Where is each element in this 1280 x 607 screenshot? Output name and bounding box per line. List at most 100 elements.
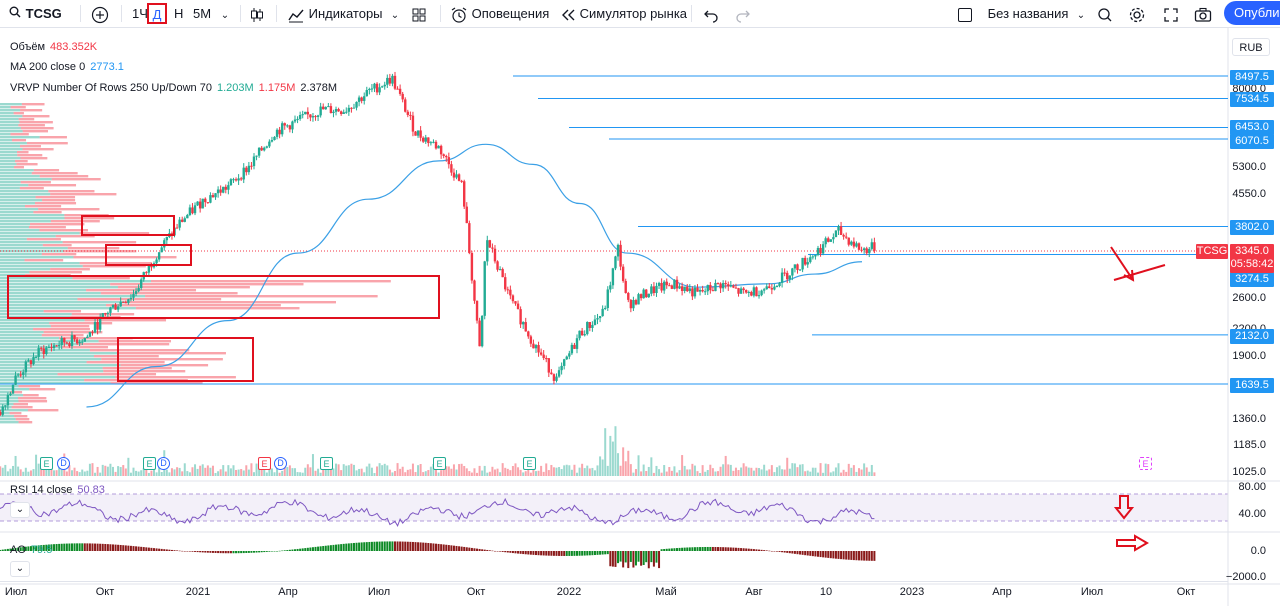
dividend-marker[interactable]: D (57, 457, 70, 470)
interval-week[interactable]: Н (174, 6, 184, 21)
earnings-marker[interactable]: E (143, 457, 156, 470)
snapshot-button[interactable] (1194, 0, 1212, 27)
candle-body (42, 348, 45, 355)
ao-bar (35, 545, 38, 551)
level-price-tag[interactable]: 2132.0 (1230, 329, 1274, 344)
annotation-box[interactable] (117, 337, 254, 382)
volume-bar (711, 468, 714, 476)
candle-body (273, 136, 276, 141)
layouts-button[interactable] (411, 0, 427, 27)
volume-bar (22, 471, 25, 476)
fullscreen-button[interactable] (1163, 0, 1179, 27)
volume-bar (670, 470, 673, 476)
candle-body (745, 290, 748, 293)
ao-bar (468, 547, 471, 551)
ao-bar (37, 545, 40, 551)
candle-body (37, 347, 40, 357)
legend-volume[interactable]: Объём 483.352K (10, 41, 97, 53)
level-price-tag[interactable]: 8497.5 (1230, 70, 1274, 85)
ao-bar (119, 544, 122, 551)
redo-button[interactable] (735, 0, 751, 27)
chart-type-button[interactable] (248, 0, 266, 27)
replay-label: Симулятор рынка (579, 6, 688, 21)
ao-bar (699, 547, 702, 551)
time-axis[interactable] (0, 581, 1228, 607)
ao-bar (63, 543, 66, 551)
annotation-box[interactable] (7, 275, 440, 319)
currency-button[interactable]: RUB (1232, 38, 1270, 56)
candle-body (365, 90, 368, 97)
annotation-arrow[interactable] (1113, 264, 1166, 281)
profile-row-down (14, 415, 28, 418)
quick-search-button[interactable] (1096, 0, 1114, 27)
indicators-button[interactable]: Индикаторы (287, 0, 383, 27)
volume-bar (393, 471, 396, 476)
volume-bar (673, 466, 676, 476)
ao-bar (129, 545, 132, 551)
interval-dropdown[interactable]: ⌄ (216, 0, 234, 27)
earnings-marker[interactable]: E (523, 457, 536, 470)
candle-body (483, 261, 486, 316)
volume-bar (252, 472, 255, 476)
earnings-marker[interactable]: E (40, 457, 53, 470)
level-price-tag[interactable]: 1639.5 (1230, 378, 1274, 393)
dividend-marker[interactable]: D (157, 457, 170, 470)
level-price-tag[interactable]: 3802.0 (1230, 220, 1274, 235)
volume-bar (614, 426, 617, 476)
volume-bar (727, 464, 730, 476)
profile-row-up (0, 382, 111, 385)
legend-vrvp[interactable]: VRVP Number Of Rows 250 Up/Down 70 1.203M… (10, 82, 337, 94)
price-tick: 2600.0 (1232, 292, 1266, 304)
volume-bar (240, 469, 243, 476)
level-price-tag[interactable]: 6070.5 (1230, 134, 1274, 149)
annotation-box[interactable] (81, 215, 175, 236)
profile-row-up (0, 205, 26, 208)
annotation-box[interactable] (105, 244, 192, 266)
chart-canvas[interactable] (0, 28, 1280, 606)
annotation-arrow[interactable] (1116, 534, 1149, 552)
ao-bar (406, 541, 409, 551)
volume-bar (460, 463, 463, 476)
level-price-tag[interactable]: 6453.0 (1230, 120, 1274, 135)
candle-body (247, 165, 251, 173)
annotation-arrow[interactable] (1113, 495, 1135, 520)
profile-row-down (18, 421, 33, 424)
pane-collapse-button[interactable]: ⌄ (10, 561, 30, 577)
candle-body (586, 322, 589, 335)
legend-ma[interactable]: MA 200 close 0 2773.1 (10, 61, 124, 73)
candle-body (768, 286, 771, 289)
volume-bar (788, 468, 791, 476)
upcoming-earnings-marker[interactable]: E (1139, 457, 1152, 470)
volume-bar (65, 471, 68, 476)
ao-bar (799, 551, 802, 555)
earnings-marker[interactable]: E (258, 457, 271, 470)
dividend-marker[interactable]: D (274, 457, 287, 470)
undo-button[interactable] (703, 0, 719, 27)
interval-day-active[interactable]: Д (147, 3, 167, 24)
settings-button[interactable] (1128, 0, 1146, 27)
alerts-button[interactable]: Оповещения (450, 0, 549, 27)
level-price-tag[interactable]: 7534.5 (1230, 92, 1274, 107)
legend-rsi[interactable]: RSI 14 close 50.83 (10, 484, 105, 496)
legend-ao[interactable]: AO 79.5 (10, 544, 52, 556)
bar-replay-button[interactable]: Симулятор рынка (560, 0, 687, 27)
symbol-search-button[interactable]: TCSG (8, 0, 62, 27)
pane-collapse-button[interactable]: ⌄ (10, 502, 30, 518)
volume-bar (870, 464, 873, 476)
compare-add-button[interactable] (91, 0, 109, 27)
interval-5m[interactable]: 5М (193, 6, 212, 21)
volume-bar (429, 466, 432, 476)
earnings-marker[interactable]: E (433, 457, 446, 470)
interval-1h[interactable]: 1Ч (132, 6, 148, 21)
volume-bar (29, 470, 32, 476)
layout-save-button[interactable]: Без названия ⌄ (958, 0, 1090, 27)
volume-bar (750, 467, 753, 476)
indicators-dropdown[interactable]: ⌄ (386, 0, 404, 27)
candle-body (157, 252, 161, 260)
earnings-marker[interactable]: E (320, 457, 333, 470)
level-price-tag[interactable]: 3274.5 (1230, 272, 1274, 287)
ao-bar (606, 551, 609, 555)
volume-bar (294, 468, 297, 476)
publish-button[interactable]: Опубликовать (1224, 1, 1280, 25)
symbol-price-tag: TCSG (1196, 244, 1228, 259)
